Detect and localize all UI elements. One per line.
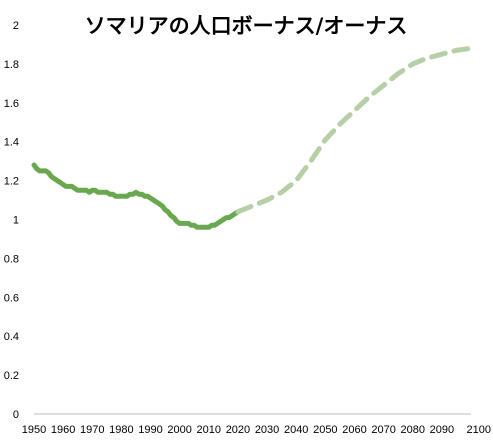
series-layer [31, 45, 474, 230]
x-tick-label: 2020 [226, 424, 250, 436]
x-tick-label: 2100 [467, 424, 491, 436]
x-tick-label: 2090 [430, 424, 454, 436]
x-tick-label: 2050 [313, 424, 337, 436]
y-tick-label: 0.6 [4, 292, 19, 304]
x-tick-label: 1980 [109, 424, 133, 436]
projection-series-line [235, 45, 474, 215]
x-tick-label: 2060 [342, 424, 366, 436]
x-tick-label: 2010 [197, 424, 221, 436]
y-tick-labels: 0 0.2 0.4 0.6 0.8 1 1.2 1.4 1.6 1.8 2 [4, 20, 19, 421]
x-tick-label: 2030 [255, 424, 279, 436]
y-tick-label: 1.4 [4, 137, 19, 149]
x-tick-label: 2000 [167, 424, 191, 436]
y-tick-label: 1 [13, 215, 19, 227]
y-tick-label: 1.6 [4, 98, 19, 110]
x-tick-label: 1960 [51, 424, 75, 436]
x-tick-label: 1990 [138, 424, 162, 436]
x-tick-label: 1970 [80, 424, 104, 436]
y-tick-label: 1.8 [4, 59, 19, 71]
estimate-series-line [31, 162, 241, 230]
x-tick-label: 2070 [371, 424, 395, 436]
x-tick-label: 2040 [284, 424, 308, 436]
chart-title: ソマリアの人口ボーナス/オーナス [85, 14, 408, 38]
x-tick-label: 2080 [400, 424, 424, 436]
y-tick-label: 2 [13, 20, 19, 32]
y-tick-label: 0.4 [4, 331, 19, 343]
y-tick-label: 0.2 [4, 370, 19, 382]
y-tick-label: 0 [13, 409, 19, 421]
x-tick-labels: 1950 1960 1970 1980 1990 2000 2010 2020 2030 2040… [22, 424, 491, 436]
x-tick-label: 1950 [22, 424, 46, 436]
y-tick-label: 0.8 [4, 253, 19, 265]
y-tick-label: 1.2 [4, 176, 19, 188]
